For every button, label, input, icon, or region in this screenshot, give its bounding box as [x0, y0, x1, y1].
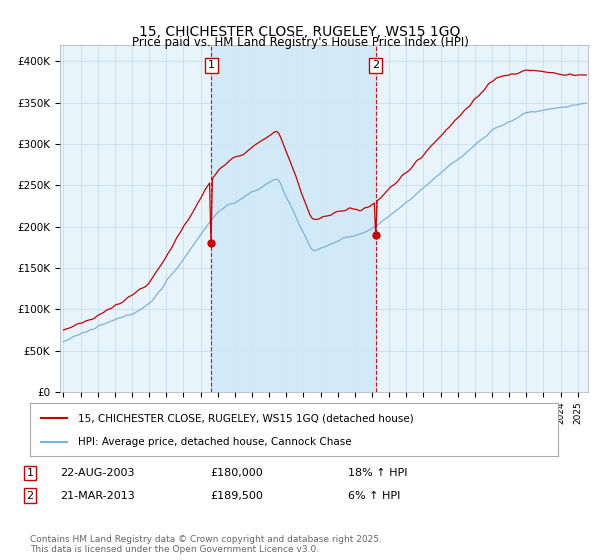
Text: 2: 2 [372, 60, 379, 71]
Text: 15, CHICHESTER CLOSE, RUGELEY, WS15 1GQ: 15, CHICHESTER CLOSE, RUGELEY, WS15 1GQ [139, 25, 461, 39]
Text: HPI: Average price, detached house, Cannock Chase: HPI: Average price, detached house, Cann… [77, 436, 351, 446]
Text: Price paid vs. HM Land Registry's House Price Index (HPI): Price paid vs. HM Land Registry's House … [131, 36, 469, 49]
Text: 21-MAR-2013: 21-MAR-2013 [60, 491, 135, 501]
Text: £180,000: £180,000 [210, 468, 263, 478]
Bar [211, 45, 376, 392]
Text: 15, CHICHESTER CLOSE, RUGELEY, WS15 1GQ (detached house): 15, CHICHESTER CLOSE, RUGELEY, WS15 1GQ … [77, 413, 413, 423]
Text: £189,500: £189,500 [210, 491, 263, 501]
Text: 1: 1 [26, 468, 34, 478]
Text: Contains HM Land Registry data © Crown copyright and database right 2025.
This d: Contains HM Land Registry data © Crown c… [30, 535, 382, 554]
Text: 22-AUG-2003: 22-AUG-2003 [60, 468, 134, 478]
Text: 18% ↑ HPI: 18% ↑ HPI [348, 468, 407, 478]
Text: 6% ↑ HPI: 6% ↑ HPI [348, 491, 400, 501]
Text: 1: 1 [208, 60, 215, 71]
Text: 2: 2 [26, 491, 34, 501]
